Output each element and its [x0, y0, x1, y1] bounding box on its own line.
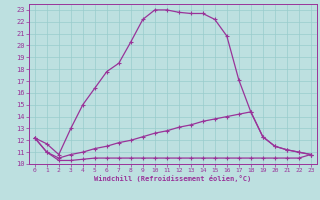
X-axis label: Windchill (Refroidissement éolien,°C): Windchill (Refroidissement éolien,°C) [94, 175, 252, 182]
